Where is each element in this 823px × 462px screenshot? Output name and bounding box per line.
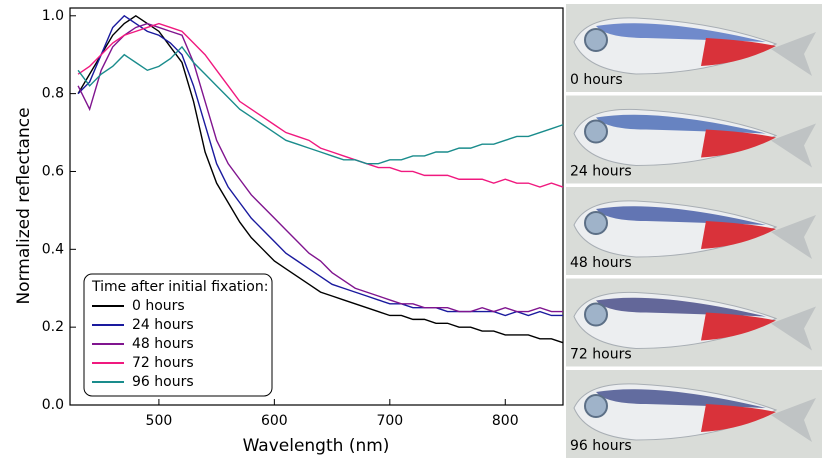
fish-eye [584,394,608,418]
series-line [77,45,564,165]
fish-eye [584,302,608,327]
y-tick-label: 0.0 [42,397,64,413]
x-axis-label: Wavelength (nm) [243,436,390,456]
series-line [77,14,564,344]
series-line [77,22,563,313]
fish-tail [771,398,816,442]
legend-label: 0 hours [132,298,185,314]
fish-blue [596,297,766,317]
fish-red [701,129,776,158]
fish-blue [596,23,766,42]
fish-eye [584,28,608,52]
legend-title: Time after initial fixation: [91,279,268,295]
x-tick-label: 600 [261,413,288,429]
x-tick-label: 500 [146,413,173,429]
legend-label: 72 hours [132,355,194,371]
y-tick-label: 0.2 [42,319,64,335]
legend-box [83,273,273,397]
legend-label: 24 hours [132,317,194,333]
y-tick-label: 0.4 [42,241,64,257]
fish-tail [771,123,816,168]
legend-label: 96 hours [132,374,194,390]
fish-red [701,221,776,249]
fish-tail [771,32,816,76]
fish-blue [596,389,766,408]
photo-panel: 24 hours [566,95,822,184]
fish-blue [596,114,766,134]
photo-label: 24 hours [570,164,632,180]
photo-label: 48 hours [570,255,632,271]
legend-label: 48 hours [132,336,194,352]
y-tick-label: 1.0 [42,8,64,24]
plot-frame [69,7,564,406]
photo-panel: 72 hours [566,278,822,367]
photo-panel: 0 hours [566,4,822,92]
x-tick-label: 700 [376,413,403,429]
series-line [77,22,564,188]
y-tick-label: 0.6 [42,163,64,179]
photo-panel: 48 hours [566,187,822,275]
fish-eye [584,119,608,144]
fish-red [701,312,776,341]
y-axis-label: Normalized reflectance [14,107,34,304]
fish-red [701,404,776,432]
fish-tail [771,215,816,259]
x-tick-label: 800 [492,413,519,429]
fish-tail [771,306,816,351]
y-tick-label: 0.8 [42,86,64,102]
photo-panel: 96 hours [566,370,822,458]
fish-eye [584,211,608,235]
photo-label: 96 hours [570,438,632,454]
series-line [77,14,563,317]
photo-label: 72 hours [570,347,632,363]
fish-red [701,38,776,66]
photo-label: 0 hours [570,72,623,88]
fish-blue [596,206,766,225]
